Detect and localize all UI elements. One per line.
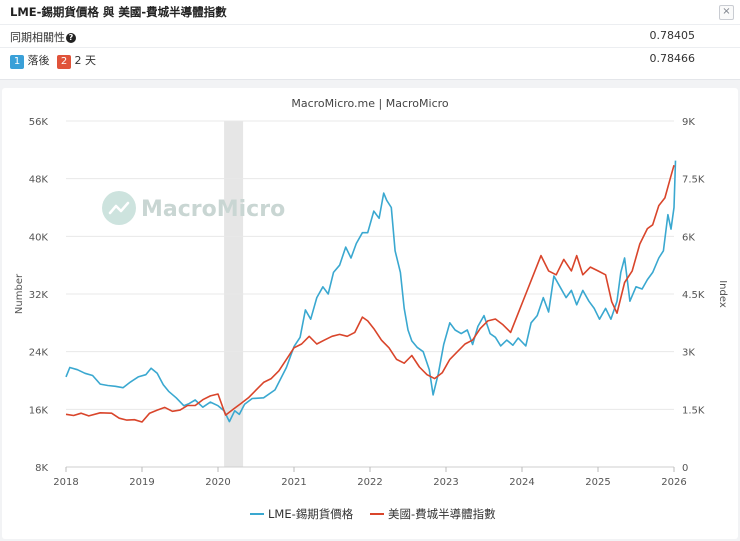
panel-title: LME-錫期貨價格 與 美國-費城半導體指數 bbox=[10, 5, 227, 19]
y-left-tick-label: 32K bbox=[29, 290, 49, 301]
y-left-tick-label: 16K bbox=[29, 405, 49, 416]
chart-svg: 8K 0 16K 1.5K 24K 3K 32K 4.5K 40K 6K 48K 7.5K 56K 9K 2… bbox=[14, 97, 728, 521]
x-tick-label: 2023 bbox=[433, 477, 458, 488]
x-tick-label: 2026 bbox=[661, 477, 686, 488]
chart-container: 8K 0 16K 1.5K 24K 3K 32K 4.5K 40K 6K 48K 7.5K 56K 9K 2… bbox=[2, 88, 738, 539]
x-tick-label: 2024 bbox=[509, 477, 534, 488]
x-tick-label: 2019 bbox=[129, 477, 154, 488]
lag-text-1: 落後 bbox=[27, 54, 50, 67]
x-tick-label: 2018 bbox=[53, 477, 78, 488]
help-icon[interactable]: ? bbox=[66, 33, 76, 43]
corr-label: 同期相關性 bbox=[10, 31, 65, 44]
y-right-tick-label: 3K bbox=[682, 348, 695, 359]
corr-label-group: 同期相關性? bbox=[10, 29, 76, 45]
y-right-tick-label: 1.5K bbox=[682, 405, 705, 416]
y-right-axis-label: Index bbox=[717, 280, 728, 308]
legend-label-sox[interactable]: 美國-費城半導體指數 bbox=[388, 507, 496, 521]
chart-title: MacroMicro.me | MacroMicro bbox=[291, 97, 449, 110]
y-right-tick-label: 0 bbox=[682, 463, 688, 474]
y-left-axis-label: Number bbox=[14, 273, 25, 314]
lag-controls: 1 落後 2 2 天 bbox=[10, 52, 96, 69]
x-tick-label: 2020 bbox=[205, 477, 230, 488]
correlation-panel: LME-錫期貨價格 與 美國-費城半導體指數 × 同期相關性? 0.78405 … bbox=[0, 0, 740, 80]
y-right-tick-label: 7.5K bbox=[682, 175, 705, 186]
lag-badge-1[interactable]: 1 bbox=[10, 55, 24, 69]
lag-correlation-row: 1 落後 2 2 天 0.78466 bbox=[0, 47, 740, 70]
watermark-logo-mark bbox=[108, 201, 130, 215]
corr-value: 0.78405 bbox=[649, 29, 696, 42]
lag-value: 0.78466 bbox=[649, 52, 696, 65]
y-left-tick-label: 56K bbox=[29, 117, 49, 128]
x-tick-label: 2021 bbox=[281, 477, 306, 488]
same-period-correlation-row: 同期相關性? 0.78405 bbox=[0, 24, 740, 47]
y-left-tick-label: 40K bbox=[29, 232, 49, 243]
lag-text-2: 2 天 bbox=[74, 54, 97, 67]
series-line-sox[interactable] bbox=[65, 164, 675, 423]
legend-label-tin[interactable]: LME-錫期貨價格 bbox=[268, 507, 354, 521]
y-right-tick-label: 6K bbox=[682, 232, 695, 243]
y-left-tick-label: 8K bbox=[35, 463, 48, 474]
close-icon[interactable]: × bbox=[719, 5, 734, 20]
lag-badge-2[interactable]: 2 bbox=[57, 55, 71, 69]
x-tick-label: 2022 bbox=[357, 477, 382, 488]
y-left-tick-label: 24K bbox=[29, 348, 49, 359]
watermark-text: MacroMicro bbox=[141, 197, 285, 222]
series-line-tin[interactable] bbox=[65, 160, 677, 423]
y-right-tick-label: 4.5K bbox=[682, 290, 705, 301]
y-left-tick-label: 48K bbox=[29, 175, 49, 186]
x-tick-label: 2025 bbox=[585, 477, 610, 488]
y-right-tick-label: 9K bbox=[682, 117, 695, 128]
